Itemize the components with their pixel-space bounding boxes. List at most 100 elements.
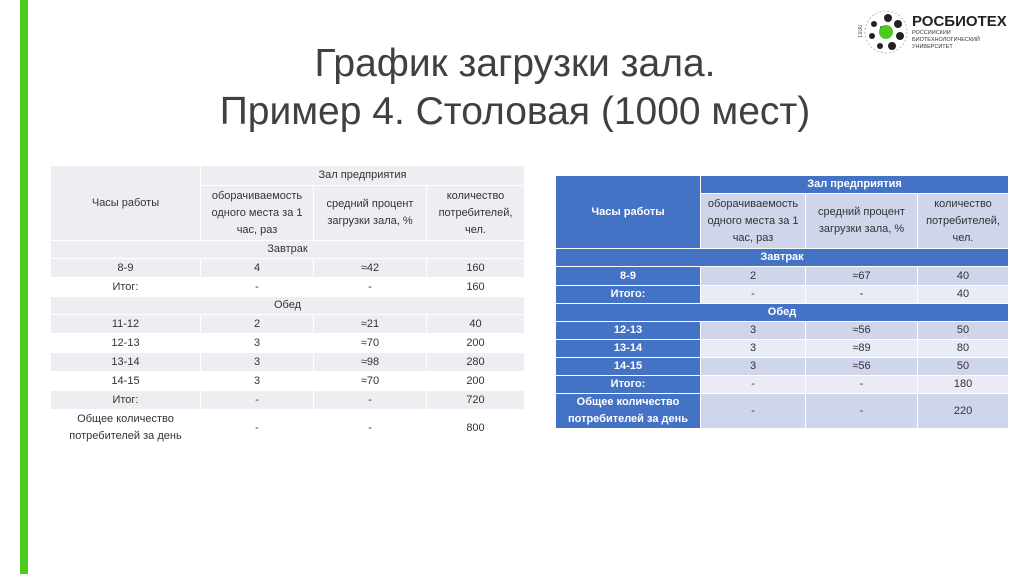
row-label: 11-12 xyxy=(50,314,201,334)
section-row: Обед xyxy=(50,296,525,315)
data-row: Итог: - -160 xyxy=(50,277,525,297)
data-row: 8-9 2 ≈67 40 xyxy=(555,266,1010,286)
header-row: оборачиваемость одного места за 1 час, р… xyxy=(556,193,1010,249)
row-label: Итого: xyxy=(555,285,701,304)
data-row: Общее количество потребителей за день - -2… xyxy=(555,393,1010,429)
cell: 220 xyxy=(916,393,1010,429)
row-label: 8-9 xyxy=(50,258,201,278)
cell: ≈89 xyxy=(805,339,918,358)
cell: 720 xyxy=(426,390,525,410)
cell: - xyxy=(313,277,427,297)
cell: - xyxy=(700,393,806,429)
cell: 3 xyxy=(700,357,806,376)
title-line: Пример 4. Столовая (1000 мест) xyxy=(219,90,811,133)
data-row: 14-15 3 ≈56 50 xyxy=(555,357,1010,376)
cell: - xyxy=(700,375,806,394)
cell: 80 xyxy=(916,339,1010,358)
cell: 4 xyxy=(200,258,314,278)
cell: - xyxy=(313,409,427,447)
cell: 280 xyxy=(426,352,525,372)
data-row: Итого: - -180 xyxy=(555,375,1010,394)
logo-year: 1930 xyxy=(858,24,864,38)
cell: 3 xyxy=(200,333,314,353)
header-cell: средний процент загрузки зала, % xyxy=(805,193,918,249)
section-row: Завтрак xyxy=(554,248,1010,267)
logo: 1930 РОСБИОТЕХ РОССИЙСКИЙ БИОТЕХНОЛОГИЧЕ… xyxy=(858,10,1007,54)
cell: 40 xyxy=(916,266,1010,286)
data-row: 13-14 3 ≈89 80 xyxy=(555,339,1010,358)
title-line: График загрузки зала. xyxy=(314,42,716,85)
cell: - xyxy=(200,390,314,410)
section-row: Обед xyxy=(554,303,1010,322)
cell: - xyxy=(805,393,918,429)
cell: - xyxy=(805,285,918,304)
header-cell: Зал предприятия xyxy=(699,175,1010,194)
header-row: Часы работы Зал предприятия xyxy=(555,175,1010,249)
cell: - xyxy=(200,277,314,297)
data-row: 8-9 4 ≈42 160 xyxy=(50,258,525,278)
header-row: Часы работы Зал предприятия xyxy=(50,165,525,241)
data-row: 13-14 3 ≈98 280 xyxy=(50,352,525,372)
row-label: 13-14 xyxy=(555,339,701,358)
data-row: 11-12 2 ≈21 40 xyxy=(50,314,525,334)
row-label: 14-15 xyxy=(555,357,701,376)
section-cell: Обед xyxy=(554,303,1010,322)
accent-bar xyxy=(20,0,28,574)
header-cell: средний процент загрузки зала, % xyxy=(313,185,427,241)
cell: 40 xyxy=(916,285,1010,304)
cell: 3 xyxy=(700,321,806,340)
header-cell: Зал предприятия xyxy=(200,165,525,186)
header-cell: оборачиваемость одного места за 1 час, р… xyxy=(700,193,806,249)
cell: - xyxy=(313,390,427,410)
cell: 180 xyxy=(916,375,1010,394)
cell: 3 xyxy=(200,371,314,391)
cell: ≈56 xyxy=(805,357,918,376)
cell: 40 xyxy=(426,314,525,334)
cell: ≈70 xyxy=(313,371,427,391)
cell: ≈21 xyxy=(313,314,427,334)
row-label: Общее количество потребителей за день xyxy=(555,393,701,429)
section-cell: Обед xyxy=(50,296,525,315)
cell: ≈42 xyxy=(313,258,427,278)
header-cell: Часы работы xyxy=(50,165,201,241)
slide-title: График загрузки зала. Пример 4. Столовая… xyxy=(100,40,930,136)
cell: 3 xyxy=(200,352,314,372)
cell: 200 xyxy=(426,333,525,353)
row-label: 14-15 xyxy=(50,371,201,391)
row-label: Общее количество потребителей за день xyxy=(50,409,201,447)
cell: ≈70 xyxy=(313,333,427,353)
cell: 200 xyxy=(426,371,525,391)
logo-subtitle: РОССИЙСКИЙ БИОТЕХНОЛОГИЧЕСКИЙ УНИВЕРСИТЕ… xyxy=(912,30,980,50)
logo-name: РОСБИОТЕХ xyxy=(912,13,1007,30)
cell: - xyxy=(805,375,918,394)
cell: 2 xyxy=(200,314,314,334)
section-row: Завтрак xyxy=(50,240,525,259)
cell: 50 xyxy=(916,321,1010,340)
cell: - xyxy=(700,285,806,304)
load-table: Часы работы Зал предприятия оборачиваемост… xyxy=(50,165,525,447)
header-cell: количество потребителей, чел. xyxy=(916,193,1010,249)
data-row: Общее количество потребителей за день - -8… xyxy=(50,409,525,447)
section-cell: Завтрак xyxy=(50,240,525,259)
cell: 3 xyxy=(700,339,806,358)
section-cell: Завтрак xyxy=(554,248,1010,267)
cell: 160 xyxy=(426,277,525,297)
cell: 160 xyxy=(426,258,525,278)
cell: 800 xyxy=(426,409,525,447)
header-cell: оборачиваемость одного места за 1 час, р… xyxy=(200,185,314,241)
row-label: 8-9 xyxy=(555,266,701,286)
header-cell: Часы работы xyxy=(555,175,701,249)
cell: - xyxy=(200,409,314,447)
header-cell: количество потребителей, чел. xyxy=(426,185,525,241)
row-label: 12-13 xyxy=(50,333,201,353)
cell: 50 xyxy=(916,357,1010,376)
cell: ≈98 xyxy=(313,352,427,372)
row-label: Итого: xyxy=(555,375,701,394)
data-row: 12-13 3 ≈70 200 xyxy=(50,333,525,353)
data-row: Итог: - -720 xyxy=(50,390,525,410)
data-row: Итого: - -40 xyxy=(555,285,1010,304)
cell: 2 xyxy=(700,266,806,286)
header-row: оборачиваемость одного места за 1 час, р… xyxy=(51,185,525,241)
row-label: 12-13 xyxy=(555,321,701,340)
